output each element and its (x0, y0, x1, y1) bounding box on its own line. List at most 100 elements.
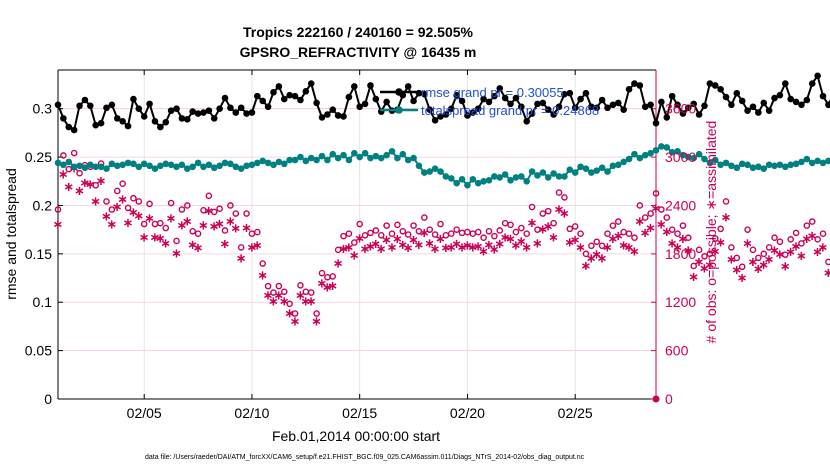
rmse-point (167, 107, 175, 114)
y-tick-label: 0.3 (33, 101, 53, 117)
x-tick-label: 02/25 (558, 405, 593, 421)
obs-possible-point (178, 206, 186, 213)
obs-assimilated-point: ∗ (338, 242, 349, 257)
totalspread-point (711, 156, 719, 164)
rmse-point (711, 82, 719, 89)
rmse-point (307, 80, 315, 87)
obs-possible-point (421, 214, 428, 221)
rmse-point (512, 94, 520, 102)
obs-assimilated-point: ∗ (424, 236, 435, 251)
rmse-point (383, 98, 390, 106)
obs-assimilated-point: ∗ (629, 244, 640, 259)
obs-possible-point (755, 254, 762, 262)
obs-possible-point (722, 198, 730, 205)
rmse-point (119, 117, 126, 125)
totalspread-point (534, 172, 541, 179)
obs-assimilated-point: ∗ (537, 223, 548, 238)
rmse-point (652, 119, 660, 127)
totalspread-point (668, 148, 676, 156)
rmse-point (146, 100, 153, 108)
totalspread-point (765, 161, 773, 169)
obs-assimilated-point: ∗ (818, 240, 829, 255)
obs-possible-point (200, 207, 207, 214)
obs-possible-point (356, 220, 363, 228)
rmse-point (690, 100, 698, 108)
obs-assimilated-point: ∗ (101, 210, 112, 225)
obs-possible-point (146, 200, 153, 208)
obs-assimilated-point: ∗ (295, 289, 306, 304)
rmse-point (437, 113, 444, 120)
obs-possible-point (544, 207, 552, 215)
y2-tick-label: 3000 (665, 149, 696, 165)
totalspread-point (469, 176, 477, 183)
rmse-point (544, 106, 552, 113)
obs-possible-point (690, 262, 698, 270)
rmse-point (534, 100, 541, 108)
totalspread-point (157, 162, 164, 170)
obs-assimilated-point: ∗ (602, 240, 613, 255)
rmse-point (480, 95, 487, 103)
rmse-point (760, 99, 768, 107)
totalspread-point (189, 163, 196, 171)
obs-assimilated-point: ∗ (408, 233, 419, 248)
totalspread-point (227, 160, 234, 168)
x-axis-label: Feb.01,2014 00:00:00 start (272, 428, 440, 444)
rmse-point (781, 80, 789, 87)
obs-assimilated-point: ∗ (758, 258, 769, 273)
y-tick-label: 0.25 (25, 149, 52, 165)
rmse-point (87, 102, 94, 110)
totalspread-point (442, 173, 450, 180)
obs-possible-point (765, 244, 773, 251)
totalspread-point (113, 162, 121, 170)
obs-assimilated-point: ∗ (381, 233, 392, 248)
y2-tick-label: 1200 (665, 294, 696, 310)
rmse-point (518, 103, 525, 111)
obs-assimilated-point: ∗ (419, 226, 430, 241)
obs-possible-point (60, 152, 67, 159)
rmse-point (291, 92, 299, 100)
totalspread-point (819, 159, 827, 167)
obs-zero-marker (652, 395, 660, 403)
obs-assimilated-point: ∗ (182, 214, 193, 229)
obs-possible-point (291, 310, 299, 317)
rmse-point (92, 121, 100, 129)
obs-possible-point (216, 205, 223, 212)
totalspread-point (625, 155, 633, 163)
rmse-point (248, 109, 256, 116)
obs-assimilated-point: ∗ (209, 219, 220, 234)
obs-assimilated-point: ∗ (311, 314, 322, 329)
obs-assimilated-point: ∗ (327, 279, 338, 294)
rmse-point (814, 72, 821, 80)
rmse-point (609, 101, 617, 109)
legend-spread-label: totalspread grand pr = 0.24868 (421, 103, 599, 118)
obs-assimilated-point: ∗ (150, 231, 161, 246)
rmse-point (566, 89, 574, 97)
obs-possible-point (388, 230, 396, 237)
rmse-point (555, 103, 563, 111)
totalspread-point (577, 163, 584, 171)
obs-possible-point (512, 228, 520, 236)
obs-assimilated-point: ∗ (117, 193, 128, 208)
rmse-point (571, 104, 579, 112)
obs-assimilated-point: ∗ (796, 249, 807, 264)
obs-possible-point (636, 202, 644, 209)
obs-assimilated-point: ∗ (581, 259, 592, 274)
rmse-point (318, 114, 326, 121)
totalspread-point (60, 161, 67, 169)
rmse-point (410, 97, 417, 105)
obs-assimilated-point: ∗ (548, 231, 559, 246)
rmse-point (803, 96, 811, 104)
rmse-point (501, 94, 509, 102)
totalspread-point (674, 147, 681, 155)
obs-possible-point (480, 234, 487, 242)
obs-assimilated-point: ∗ (764, 252, 775, 267)
obs-possible-point (351, 239, 358, 246)
y2-tick-label: 0 (665, 391, 673, 407)
obs-possible-point (566, 225, 574, 233)
totalspread-point (151, 165, 159, 172)
obs-assimilated-point: ∗ (392, 232, 403, 247)
totalspread-point (523, 177, 531, 185)
totalspread-point (302, 157, 310, 165)
obs-possible-point (706, 250, 714, 258)
totalspread-point (372, 152, 380, 160)
